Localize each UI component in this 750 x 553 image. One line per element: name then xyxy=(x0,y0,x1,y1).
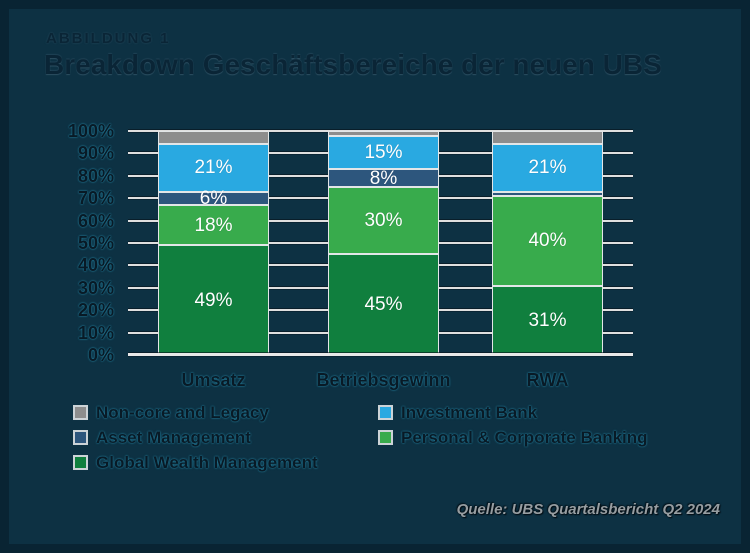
legend-item: Asset Management xyxy=(73,428,378,448)
data-label: 21% xyxy=(194,157,233,179)
data-label: 15% xyxy=(364,141,403,163)
y-axis-tick-label: 0% xyxy=(87,345,114,365)
y-axis-tick-label: 10% xyxy=(77,322,114,343)
legend-label: Global Wealth Management xyxy=(96,452,318,472)
bar-segment: 30% xyxy=(328,187,439,255)
legend-item: Investment Bank xyxy=(378,403,713,423)
data-label: 21% xyxy=(528,157,567,179)
bar-segment: 45% xyxy=(328,254,439,355)
y-axis-tick-label: 20% xyxy=(77,300,114,321)
bar-segment: 31% xyxy=(492,285,603,355)
data-label: 8% xyxy=(369,167,398,189)
legend-item: Global Wealth Management xyxy=(73,453,378,473)
bar-segment xyxy=(492,191,603,196)
legend-label: Personal & Corporate Banking xyxy=(401,427,648,447)
chart-plot-area: 49% 18% 6% 21% 45% 30% 8% 15% 31% 40% 21% xyxy=(128,130,633,356)
page-title: Breakdown Geschäftsbereiche der neuen UB… xyxy=(44,49,662,80)
source-note: Quelle: UBS Quartalsbericht Q2 2024 xyxy=(456,501,720,518)
legend-swatch xyxy=(378,405,393,420)
stacked-bar-umsatz: 49% 18% 6% 21% xyxy=(158,131,269,355)
gridline-100 xyxy=(128,130,633,132)
legend-swatch xyxy=(73,455,88,470)
bar-segment: 6% xyxy=(158,187,269,209)
legend-swatch xyxy=(73,405,88,420)
x-axis-category-label: RWA xyxy=(526,370,569,390)
x-axis-category-label: Betriebsgewinn xyxy=(316,370,451,390)
y-axis-tick-label: 40% xyxy=(77,255,114,276)
y-axis-tick-label: 50% xyxy=(77,233,114,253)
data-label: 30% xyxy=(364,210,403,232)
y-axis-tick-label: 80% xyxy=(77,165,114,186)
data-label: 40% xyxy=(528,230,567,252)
legend-item: Non-core and Legacy xyxy=(73,403,378,423)
bar-segment xyxy=(328,131,439,136)
data-label: 6% xyxy=(199,187,228,209)
legend-label: Non-core and Legacy xyxy=(96,402,269,422)
x-axis-category-label: Umsatz xyxy=(181,370,246,390)
y-axis-tick-label: 60% xyxy=(77,210,114,231)
bar-segment: 8% xyxy=(328,167,439,189)
bar-segment: 40% xyxy=(492,195,603,286)
bar-segment: 49% xyxy=(158,245,269,355)
bar-segment: 15% xyxy=(328,135,439,170)
y-axis-tick-label: 70% xyxy=(77,188,114,209)
legend-label: Asset Management xyxy=(96,427,251,447)
bar-segment xyxy=(158,131,269,145)
stacked-bar-rwa: 31% 40% 21% xyxy=(492,131,603,355)
y-axis-tick-label: 90% xyxy=(77,143,114,164)
figure-kicker: ABBILDUNG 1 xyxy=(46,30,171,47)
legend-swatch xyxy=(378,430,393,445)
bar-segment: 21% xyxy=(492,144,603,192)
gridline-0 xyxy=(128,353,633,356)
stacked-bar-betriebsgewinn: 45% 30% 8% 15% xyxy=(328,131,439,355)
data-label: 18% xyxy=(194,214,233,236)
bar-segment xyxy=(492,131,603,145)
legend-swatch xyxy=(73,430,88,445)
data-label: 31% xyxy=(528,309,567,331)
data-label: 45% xyxy=(364,294,403,316)
data-label: 49% xyxy=(194,289,233,311)
chart-legend: Non-core and Legacy Investment Bank Asset … xyxy=(73,400,713,475)
legend-label: Investment Bank xyxy=(401,402,538,422)
legend-item: Personal & Corporate Banking xyxy=(378,428,713,448)
bar-segment: 21% xyxy=(158,144,269,192)
y-axis-tick-label: 30% xyxy=(77,277,114,298)
bar-segment: 18% xyxy=(158,204,269,246)
y-axis-tick-label: 100% xyxy=(67,121,114,141)
